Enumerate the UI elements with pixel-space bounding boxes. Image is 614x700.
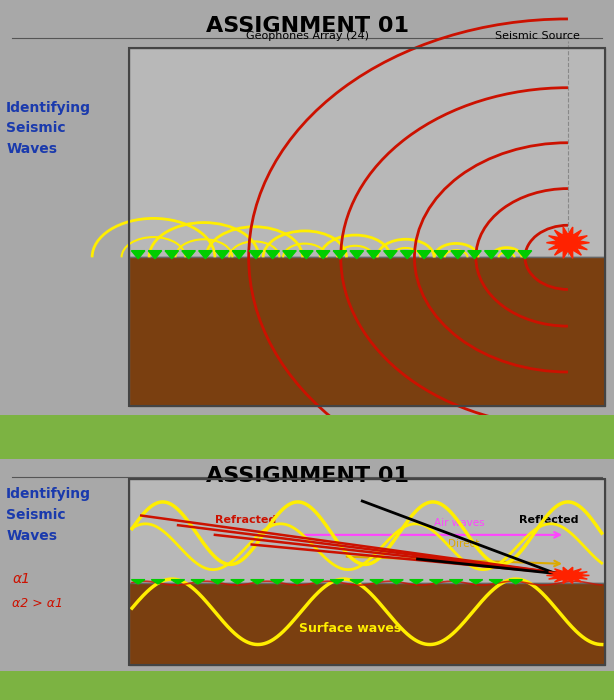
FancyBboxPatch shape — [129, 258, 605, 406]
Text: Direct: Direct — [448, 540, 480, 550]
Polygon shape — [191, 580, 204, 584]
Polygon shape — [271, 580, 284, 584]
Polygon shape — [330, 580, 344, 584]
Polygon shape — [290, 580, 304, 584]
Polygon shape — [216, 251, 229, 259]
Text: Surface waves: Surface waves — [299, 622, 401, 635]
Polygon shape — [171, 580, 185, 584]
Polygon shape — [232, 251, 246, 259]
Polygon shape — [266, 251, 279, 259]
Polygon shape — [283, 251, 297, 259]
FancyBboxPatch shape — [129, 48, 605, 258]
Polygon shape — [251, 580, 264, 584]
Polygon shape — [400, 251, 414, 259]
Polygon shape — [350, 251, 363, 259]
Polygon shape — [418, 251, 431, 259]
Text: PETROLEUM GESCIENCES & REMOTE SENSING: PETROLEUM GESCIENCES & REMOTE SENSING — [104, 677, 336, 686]
Polygon shape — [182, 251, 195, 259]
Polygon shape — [449, 580, 463, 584]
Text: Identifying
Seismic
Waves: Identifying Seismic Waves — [6, 101, 91, 156]
FancyBboxPatch shape — [0, 415, 614, 458]
Text: 2: 2 — [303, 441, 311, 451]
Polygon shape — [148, 251, 161, 259]
Polygon shape — [546, 567, 589, 584]
Text: 3: 3 — [303, 687, 311, 697]
Text: EXPLORATION GEOPHYSICS I: EXPLORATION GEOPHYSICS I — [104, 441, 250, 450]
Polygon shape — [151, 580, 165, 584]
Polygon shape — [199, 251, 212, 259]
Polygon shape — [546, 227, 589, 258]
Polygon shape — [502, 251, 515, 259]
Polygon shape — [390, 580, 403, 584]
Polygon shape — [316, 251, 330, 259]
Text: Air waves: Air waves — [433, 517, 484, 528]
Polygon shape — [131, 580, 145, 584]
Text: α1: α1 — [12, 573, 30, 587]
Text: EXPLORATION GEOPHYSICS I: EXPLORATION GEOPHYSICS I — [104, 688, 250, 696]
Polygon shape — [410, 580, 423, 584]
FancyBboxPatch shape — [129, 583, 605, 665]
Polygon shape — [518, 251, 532, 259]
Polygon shape — [469, 580, 483, 584]
Polygon shape — [300, 251, 313, 259]
Text: ASSIGNMENT 01: ASSIGNMENT 01 — [206, 466, 408, 486]
Text: Refracted: Refracted — [215, 515, 276, 526]
Text: Geophones Array (24): Geophones Array (24) — [246, 32, 368, 41]
Polygon shape — [468, 251, 481, 259]
Text: Seismic Source: Seismic Source — [495, 32, 580, 41]
Polygon shape — [165, 251, 179, 259]
Polygon shape — [367, 251, 380, 259]
Text: ASSIGNMENT 01: ASSIGNMENT 01 — [206, 16, 408, 36]
Polygon shape — [211, 580, 224, 584]
Polygon shape — [231, 580, 244, 584]
Polygon shape — [384, 251, 397, 259]
Polygon shape — [434, 251, 448, 259]
Text: Reflected: Reflected — [519, 515, 578, 526]
Polygon shape — [333, 251, 347, 259]
Text: PETROLEUM GESCIENCES & REMOTE SENSING: PETROLEUM GESCIENCES & REMOTE SENSING — [104, 425, 336, 434]
Polygon shape — [451, 251, 464, 259]
Polygon shape — [430, 580, 443, 584]
Text: α2 > α1: α2 > α1 — [12, 597, 63, 610]
Polygon shape — [350, 580, 363, 584]
Polygon shape — [310, 580, 324, 584]
FancyBboxPatch shape — [0, 671, 614, 700]
Polygon shape — [370, 580, 383, 584]
Polygon shape — [484, 251, 498, 259]
Polygon shape — [249, 251, 263, 259]
FancyBboxPatch shape — [129, 479, 605, 583]
Text: Identifying
Seismic
Waves: Identifying Seismic Waves — [6, 487, 91, 542]
Polygon shape — [131, 251, 145, 259]
Polygon shape — [489, 580, 503, 584]
Polygon shape — [509, 580, 523, 584]
